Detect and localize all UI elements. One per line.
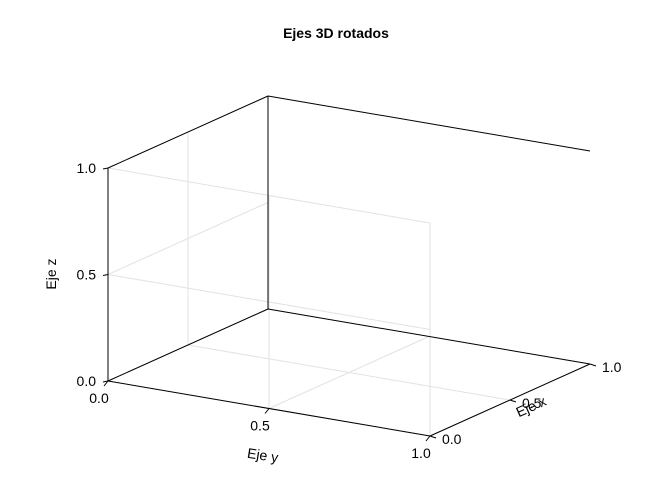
y-tick-label-0: 0.0 (89, 390, 109, 406)
gridline-y-floor-1 (268, 336, 430, 409)
axis-frame (107, 95, 591, 437)
gridline-z-wall-y-2 (107, 167, 431, 224)
gridline-z-wall-y-1 (107, 274, 431, 330)
x-tick-label-2: 1.0 (602, 359, 622, 375)
z-tick-1 (102, 274, 109, 276)
y-tick-1 (264, 408, 270, 414)
tick-marks (102, 167, 597, 442)
x-tick-label-1: 0.5 (522, 395, 542, 411)
y-tick-0 (103, 380, 109, 387)
tick-labels: 0.0 0.5 1.0 0.0 0.5 1.0 0.0 0.5 1.0 (77, 160, 622, 461)
y-axis-label: Eje y (246, 445, 279, 466)
y-tick-2 (425, 435, 431, 442)
z-tick-0 (102, 380, 109, 383)
y-tick-label-2: 1.0 (411, 445, 431, 461)
x-axis-label: Eje x (513, 393, 548, 420)
frame-floor-back (267, 308, 591, 365)
x-tick-2 (589, 363, 597, 367)
chart-title: Ejes 3D rotados (283, 25, 389, 41)
z-tick-label-1: 0.5 (77, 267, 97, 283)
gridline-z-wall-x-1 (107, 202, 269, 275)
frame-floor-left (107, 308, 269, 382)
z-tick-2 (102, 167, 109, 170)
z-tick-label-0: 0.0 (77, 373, 97, 389)
z-tick-label-2: 1.0 (77, 160, 97, 176)
x-tick-1 (509, 399, 517, 403)
y-tick-label-1: 0.5 (250, 418, 270, 434)
x-tick-0 (429, 435, 437, 439)
z-axis-label: Eje z (43, 258, 59, 289)
x-tick-label-0: 0.0 (442, 431, 462, 447)
grid-lines (107, 95, 591, 437)
frame-top-back (267, 95, 591, 152)
frame-top-left (107, 95, 269, 169)
